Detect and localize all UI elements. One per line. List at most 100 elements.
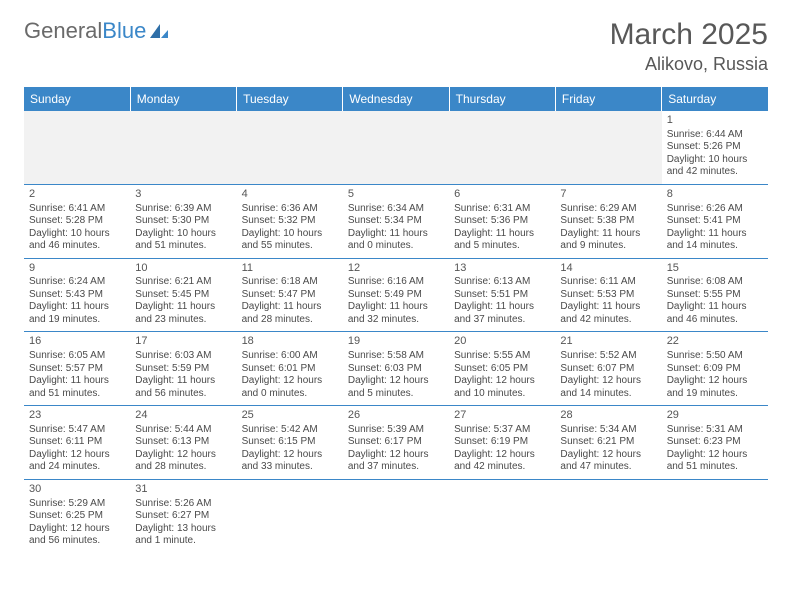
sunrise-text: Sunrise: 6:44 AM [667, 129, 763, 142]
sunrise-text: Sunrise: 5:26 AM [135, 498, 231, 511]
sunrise-text: Sunrise: 6:34 AM [348, 203, 444, 216]
daylight-text: and 46 minutes. [667, 314, 763, 327]
daylight-text: Daylight: 11 hours [667, 301, 763, 314]
daylight-text: Daylight: 12 hours [348, 375, 444, 388]
sunrise-text: Sunrise: 5:39 AM [348, 424, 444, 437]
daylight-text: and 46 minutes. [29, 240, 125, 253]
calendar-day-cell: 22Sunrise: 5:50 AMSunset: 6:09 PMDayligh… [662, 332, 768, 406]
calendar-day-cell: 6Sunrise: 6:31 AMSunset: 5:36 PMDaylight… [449, 184, 555, 258]
calendar-day-cell: 20Sunrise: 5:55 AMSunset: 6:05 PMDayligh… [449, 332, 555, 406]
daylight-text: and 14 minutes. [667, 240, 763, 253]
daylight-text: Daylight: 11 hours [560, 301, 656, 314]
day-number: 13 [454, 262, 550, 276]
sunrise-text: Sunrise: 5:55 AM [454, 350, 550, 363]
daylight-text: and 56 minutes. [135, 388, 231, 401]
daylight-text: and 33 minutes. [242, 461, 338, 474]
calendar-day-cell: 25Sunrise: 5:42 AMSunset: 6:15 PMDayligh… [237, 406, 343, 480]
sunrise-text: Sunrise: 6:21 AM [135, 276, 231, 289]
weekday-header: Friday [555, 87, 661, 111]
daylight-text: and 47 minutes. [560, 461, 656, 474]
sunset-text: Sunset: 6:03 PM [348, 363, 444, 376]
day-number: 7 [560, 188, 656, 202]
calendar-day-cell: 30Sunrise: 5:29 AMSunset: 6:25 PMDayligh… [24, 479, 130, 552]
sunset-text: Sunset: 5:59 PM [135, 363, 231, 376]
day-number: 21 [560, 335, 656, 349]
calendar-week-row: 9Sunrise: 6:24 AMSunset: 5:43 PMDaylight… [24, 258, 768, 332]
daylight-text: Daylight: 11 hours [135, 375, 231, 388]
daylight-text: Daylight: 12 hours [348, 449, 444, 462]
calendar-day-cell: 15Sunrise: 6:08 AMSunset: 5:55 PMDayligh… [662, 258, 768, 332]
daylight-text: Daylight: 11 hours [348, 301, 444, 314]
daylight-text: Daylight: 11 hours [29, 375, 125, 388]
location-subtitle: Alikovo, Russia [610, 54, 768, 75]
calendar-week-row: 30Sunrise: 5:29 AMSunset: 6:25 PMDayligh… [24, 479, 768, 552]
sunrise-text: Sunrise: 6:18 AM [242, 276, 338, 289]
calendar-day-cell: 5Sunrise: 6:34 AMSunset: 5:34 PMDaylight… [343, 184, 449, 258]
calendar-empty-cell [343, 111, 449, 184]
daylight-text: and 9 minutes. [560, 240, 656, 253]
header: GeneralBlue March 2025 Alikovo, Russia [24, 18, 768, 75]
calendar-week-row: 2Sunrise: 6:41 AMSunset: 5:28 PMDaylight… [24, 184, 768, 258]
daylight-text: Daylight: 10 hours [667, 154, 763, 167]
day-number: 3 [135, 188, 231, 202]
calendar-day-cell: 11Sunrise: 6:18 AMSunset: 5:47 PMDayligh… [237, 258, 343, 332]
daylight-text: Daylight: 12 hours [454, 449, 550, 462]
weekday-header: Tuesday [237, 87, 343, 111]
sunset-text: Sunset: 5:28 PM [29, 215, 125, 228]
calendar-day-cell: 7Sunrise: 6:29 AMSunset: 5:38 PMDaylight… [555, 184, 661, 258]
daylight-text: and 42 minutes. [667, 166, 763, 179]
calendar-day-cell: 27Sunrise: 5:37 AMSunset: 6:19 PMDayligh… [449, 406, 555, 480]
sunrise-text: Sunrise: 6:31 AM [454, 203, 550, 216]
daylight-text: Daylight: 12 hours [29, 449, 125, 462]
title-block: March 2025 Alikovo, Russia [610, 18, 768, 75]
sunset-text: Sunset: 6:15 PM [242, 436, 338, 449]
day-number: 17 [135, 335, 231, 349]
sunset-text: Sunset: 6:21 PM [560, 436, 656, 449]
calendar-empty-cell [449, 479, 555, 552]
day-number: 14 [560, 262, 656, 276]
sunset-text: Sunset: 5:57 PM [29, 363, 125, 376]
weekday-header: Sunday [24, 87, 130, 111]
daylight-text: and 19 minutes. [29, 314, 125, 327]
sunset-text: Sunset: 5:26 PM [667, 141, 763, 154]
sunrise-text: Sunrise: 6:29 AM [560, 203, 656, 216]
calendar-week-row: 1Sunrise: 6:44 AMSunset: 5:26 PMDaylight… [24, 111, 768, 184]
weekday-header: Saturday [662, 87, 768, 111]
daylight-text: and 51 minutes. [667, 461, 763, 474]
day-number: 2 [29, 188, 125, 202]
daylight-text: and 42 minutes. [560, 314, 656, 327]
daylight-text: Daylight: 12 hours [29, 523, 125, 536]
daylight-text: and 42 minutes. [454, 461, 550, 474]
sunset-text: Sunset: 6:17 PM [348, 436, 444, 449]
sunset-text: Sunset: 5:43 PM [29, 289, 125, 302]
calendar-empty-cell [662, 479, 768, 552]
day-number: 6 [454, 188, 550, 202]
day-number: 1 [667, 114, 763, 128]
calendar-week-row: 16Sunrise: 6:05 AMSunset: 5:57 PMDayligh… [24, 332, 768, 406]
weekday-header: Monday [130, 87, 236, 111]
daylight-text: Daylight: 11 hours [135, 301, 231, 314]
calendar-day-cell: 12Sunrise: 6:16 AMSunset: 5:49 PMDayligh… [343, 258, 449, 332]
calendar-day-cell: 19Sunrise: 5:58 AMSunset: 6:03 PMDayligh… [343, 332, 449, 406]
daylight-text: and 0 minutes. [242, 388, 338, 401]
day-number: 4 [242, 188, 338, 202]
sunset-text: Sunset: 6:23 PM [667, 436, 763, 449]
sunrise-text: Sunrise: 5:31 AM [667, 424, 763, 437]
calendar-empty-cell [130, 111, 236, 184]
calendar-day-cell: 4Sunrise: 6:36 AMSunset: 5:32 PMDaylight… [237, 184, 343, 258]
sunrise-text: Sunrise: 5:52 AM [560, 350, 656, 363]
calendar-day-cell: 13Sunrise: 6:13 AMSunset: 5:51 PMDayligh… [449, 258, 555, 332]
logo-sail-icon [148, 22, 170, 40]
calendar-empty-cell [555, 479, 661, 552]
daylight-text: and 37 minutes. [454, 314, 550, 327]
daylight-text: and 24 minutes. [29, 461, 125, 474]
calendar-day-cell: 24Sunrise: 5:44 AMSunset: 6:13 PMDayligh… [130, 406, 236, 480]
calendar-day-cell: 17Sunrise: 6:03 AMSunset: 5:59 PMDayligh… [130, 332, 236, 406]
day-number: 26 [348, 409, 444, 423]
sunrise-text: Sunrise: 5:29 AM [29, 498, 125, 511]
daylight-text: and 10 minutes. [454, 388, 550, 401]
calendar-day-cell: 16Sunrise: 6:05 AMSunset: 5:57 PMDayligh… [24, 332, 130, 406]
day-number: 16 [29, 335, 125, 349]
calendar-table: SundayMondayTuesdayWednesdayThursdayFrid… [24, 87, 768, 553]
sunset-text: Sunset: 5:36 PM [454, 215, 550, 228]
